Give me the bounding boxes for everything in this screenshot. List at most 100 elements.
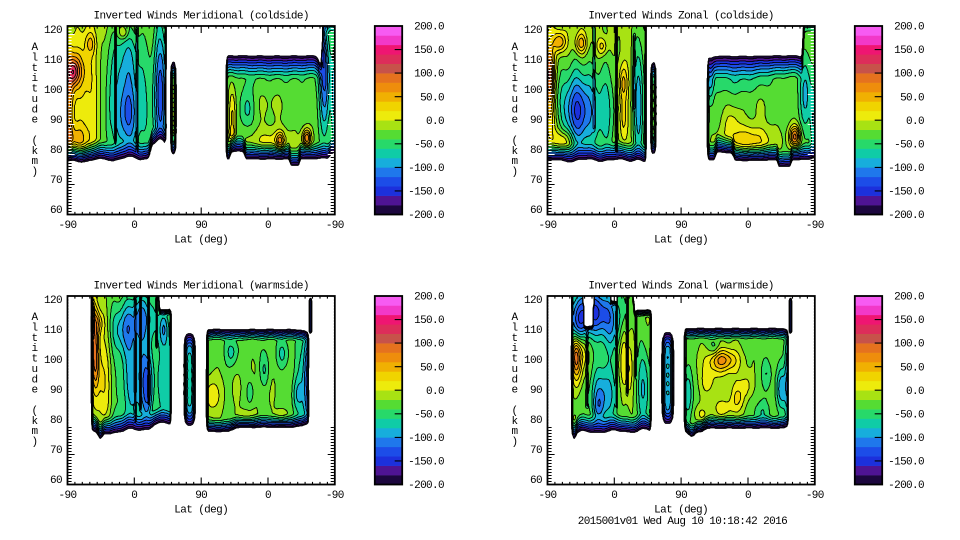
svg-text:m: m (512, 156, 519, 168)
svg-text:d: d (512, 374, 518, 386)
svg-text:Inverted Winds Meridional (war: Inverted Winds Meridional (warmside) (94, 281, 309, 293)
svg-text:Lat (deg): Lat (deg) (654, 505, 708, 517)
svg-text:2015001v01 Wed Aug 10 10:18:42: 2015001v01 Wed Aug 10 10:18:42 2016 (578, 516, 787, 528)
svg-text:m: m (512, 426, 519, 438)
svg-text:t: t (512, 333, 518, 345)
svg-text:(: ( (32, 406, 38, 418)
svg-text:-50.0: -50.0 (414, 139, 444, 151)
svg-text:i: i (32, 343, 39, 355)
svg-text:k: k (512, 146, 519, 158)
svg-text:u: u (32, 364, 38, 376)
svg-text:70: 70 (530, 445, 542, 457)
svg-text:-90: -90 (326, 220, 344, 232)
svg-text:): ) (32, 437, 38, 449)
svg-text:k: k (32, 416, 39, 428)
svg-text:0: 0 (265, 490, 271, 502)
svg-text:Inverted Winds Zonal (coldside: Inverted Winds Zonal (coldside) (588, 11, 773, 23)
svg-text:150.0: 150.0 (414, 45, 444, 57)
svg-text:200.0: 200.0 (414, 292, 444, 304)
svg-text:90: 90 (530, 115, 542, 127)
svg-text:90: 90 (675, 490, 687, 502)
svg-text:150.0: 150.0 (414, 315, 444, 327)
svg-text:d: d (32, 374, 38, 386)
svg-text:90: 90 (50, 385, 62, 397)
svg-text:80: 80 (530, 415, 542, 427)
svg-text:50.0: 50.0 (420, 92, 444, 104)
svg-text:80: 80 (50, 145, 62, 157)
svg-text:e: e (512, 385, 518, 397)
svg-text:i: i (512, 73, 519, 85)
svg-text:Lat (deg): Lat (deg) (174, 505, 228, 517)
svg-text:100: 100 (44, 85, 62, 97)
svg-text:A: A (32, 312, 39, 324)
svg-text:60: 60 (50, 205, 62, 217)
svg-text:50.0: 50.0 (900, 362, 924, 374)
svg-text:): ) (512, 167, 518, 179)
svg-text:-90: -90 (326, 490, 344, 502)
svg-text:e: e (32, 385, 38, 397)
svg-text:120: 120 (44, 25, 62, 37)
svg-text:-50.0: -50.0 (894, 409, 924, 421)
svg-text:0: 0 (131, 490, 137, 502)
svg-text:0: 0 (745, 220, 751, 232)
svg-text:-100.0: -100.0 (888, 433, 924, 445)
svg-text:200.0: 200.0 (894, 292, 924, 304)
svg-text:0.0: 0.0 (426, 116, 444, 128)
svg-text:t: t (32, 333, 38, 345)
svg-text:Inverted Winds Zonal (warmside: Inverted Winds Zonal (warmside) (588, 281, 773, 293)
svg-text:(: ( (512, 406, 518, 418)
svg-text:0.0: 0.0 (426, 386, 444, 398)
svg-text:e: e (32, 115, 38, 127)
svg-text:): ) (32, 167, 38, 179)
svg-text:-200.0: -200.0 (888, 480, 924, 492)
svg-text:(: ( (32, 136, 38, 148)
svg-text:60: 60 (530, 475, 542, 487)
svg-text:0: 0 (611, 490, 617, 502)
svg-text:80: 80 (530, 145, 542, 157)
svg-text:Lat (deg): Lat (deg) (174, 235, 228, 247)
svg-text:l: l (32, 323, 38, 335)
svg-text:200.0: 200.0 (894, 22, 924, 34)
svg-text:110: 110 (44, 325, 62, 337)
svg-text:-150.0: -150.0 (408, 187, 444, 199)
svg-text:d: d (32, 104, 38, 116)
svg-text:t: t (32, 84, 38, 96)
svg-text:-150.0: -150.0 (888, 457, 924, 469)
svg-text:200.0: 200.0 (414, 22, 444, 34)
svg-text:150.0: 150.0 (894, 45, 924, 57)
svg-text:i: i (32, 73, 39, 85)
svg-text:): ) (512, 437, 518, 449)
svg-text:m: m (32, 156, 39, 168)
svg-text:-100.0: -100.0 (408, 433, 444, 445)
svg-text:100: 100 (44, 355, 62, 367)
svg-text:90: 90 (195, 490, 207, 502)
svg-text:-90: -90 (59, 220, 77, 232)
svg-text:l: l (512, 53, 518, 65)
svg-text:60: 60 (530, 205, 542, 217)
svg-text:k: k (32, 146, 39, 158)
svg-text:-90: -90 (806, 490, 824, 502)
svg-text:100.0: 100.0 (894, 69, 924, 81)
svg-text:-100.0: -100.0 (408, 163, 444, 175)
svg-text:u: u (32, 94, 38, 106)
svg-text:k: k (512, 416, 519, 428)
svg-text:m: m (32, 426, 39, 438)
svg-text:0.0: 0.0 (906, 116, 924, 128)
svg-text:60: 60 (50, 475, 62, 487)
svg-text:110: 110 (524, 55, 542, 67)
svg-text:120: 120 (44, 295, 62, 307)
svg-text:d: d (512, 104, 518, 116)
svg-text:70: 70 (530, 175, 542, 187)
svg-text:u: u (512, 94, 518, 106)
svg-text:110: 110 (524, 325, 542, 337)
svg-text:100: 100 (524, 85, 542, 97)
svg-text:l: l (512, 323, 518, 335)
svg-text:A: A (512, 312, 519, 324)
svg-text:0.0: 0.0 (906, 386, 924, 398)
svg-text:50.0: 50.0 (900, 92, 924, 104)
svg-text:-100.0: -100.0 (888, 163, 924, 175)
svg-text:80: 80 (50, 415, 62, 427)
svg-text:90: 90 (195, 220, 207, 232)
svg-text:100: 100 (524, 355, 542, 367)
svg-text:100.0: 100.0 (414, 69, 444, 81)
